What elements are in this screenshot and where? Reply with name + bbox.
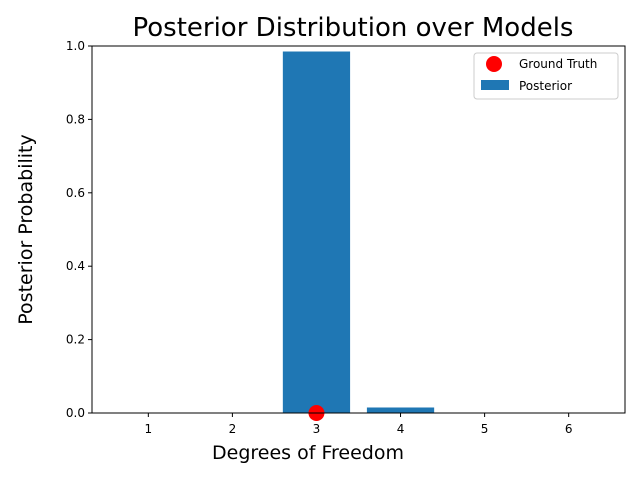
y-tick-label: 0.6 (66, 186, 85, 200)
bar-df-4 (366, 407, 435, 413)
x-tick-label: 3 (313, 422, 321, 436)
legend-posterior-swatch (481, 80, 509, 90)
chart-title: Posterior Distribution over Models (133, 13, 574, 43)
legend-posterior-label: Posterior (519, 79, 572, 93)
y-tick-label: 0.2 (66, 333, 85, 347)
x-tick-label: 2 (229, 422, 237, 436)
legend-ground-truth-label: Ground Truth (519, 57, 597, 71)
legend-ground-truth-marker (486, 56, 502, 72)
bars-layer (282, 51, 435, 413)
x-axis-title: Degrees of Freedom (212, 442, 404, 464)
x-ticks: 1 2 3 4 5 6 (145, 413, 573, 436)
y-tick-label: 0.8 (66, 112, 85, 126)
y-tick-label: 0.0 (66, 406, 85, 420)
plot-frame (91, 45, 626, 414)
legend: Ground Truth Posterior (473, 52, 619, 100)
y-ticks: 0.0 0.2 0.4 0.6 0.8 1.0 (66, 39, 92, 420)
x-tick-label: 6 (565, 422, 573, 436)
x-tick-label: 4 (397, 422, 405, 436)
x-tick-label: 1 (145, 422, 153, 436)
y-tick-label: 0.4 (66, 259, 85, 273)
bar-df-3 (282, 51, 351, 413)
y-axis-title: Posterior Probability (15, 134, 37, 324)
legend-box (473, 52, 619, 100)
x-tick-label: 5 (481, 422, 489, 436)
y-tick-label: 1.0 (66, 39, 85, 53)
